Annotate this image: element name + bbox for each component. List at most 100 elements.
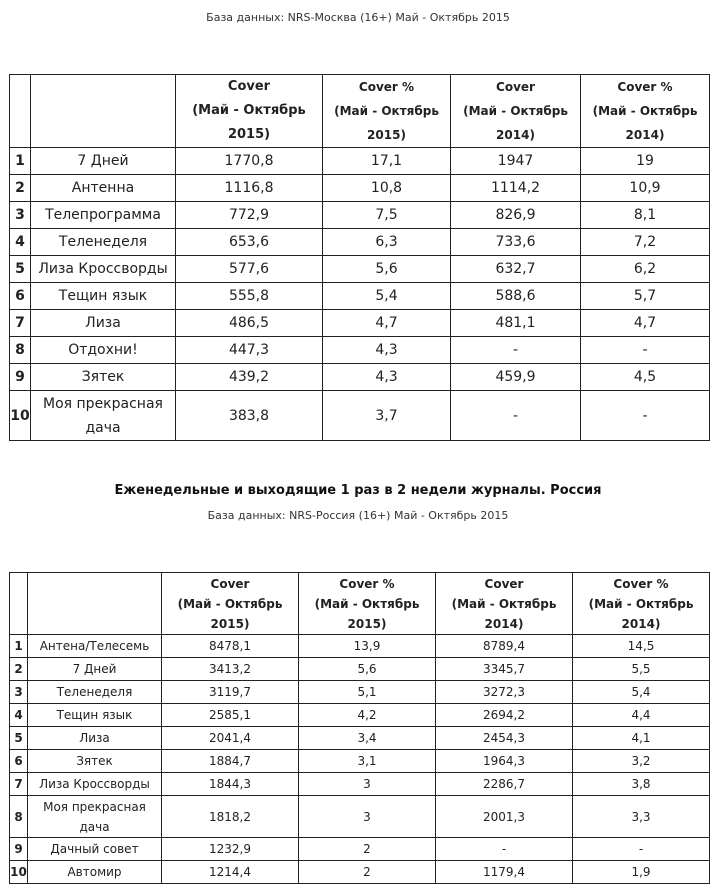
table-row: 9 Зятек 439,2 4,3 459,9 4,5 xyxy=(9,363,710,391)
value-cell: 8,1 xyxy=(580,201,710,229)
column-header xyxy=(30,74,176,148)
value-cell: 3 xyxy=(298,795,436,838)
table-row: 6 Тещин язык 555,8 5,4 588,6 5,7 xyxy=(9,282,710,310)
magazine-name-cell: Тещин язык xyxy=(27,703,162,727)
value-cell: 2 xyxy=(298,860,436,884)
value-cell: 4,2 xyxy=(298,703,436,727)
magazine-name-cell: 7 Дней xyxy=(30,147,176,175)
rank-cell: 10 xyxy=(9,860,28,884)
rank-cell: 1 xyxy=(9,634,28,658)
value-cell: - xyxy=(435,837,573,861)
value-cell: - xyxy=(580,390,710,441)
column-header xyxy=(27,572,162,635)
value-cell: 8789,4 xyxy=(435,634,573,658)
value-cell: 6,3 xyxy=(322,228,451,256)
table-row: 7 Лиза Кроссворды 1844,3 3 2286,7 3,8 xyxy=(9,772,710,796)
rank-cell: 5 xyxy=(9,255,31,283)
rank-cell: 6 xyxy=(9,749,28,773)
value-cell: 2001,3 xyxy=(435,795,573,838)
rank-cell: 2 xyxy=(9,657,28,681)
value-cell: 3119,7 xyxy=(161,680,299,704)
value-cell: 3,1 xyxy=(298,749,436,773)
value-cell: 653,6 xyxy=(175,228,323,256)
value-cell: 2 xyxy=(298,837,436,861)
value-cell: 3 xyxy=(298,772,436,796)
rank-cell: 3 xyxy=(9,680,28,704)
value-cell: 4,7 xyxy=(322,309,451,337)
value-cell: 7,5 xyxy=(322,201,451,229)
column-header: Cover % (Май - Октябрь 2014) xyxy=(572,572,710,635)
magazine-name-cell: Тещин язык xyxy=(30,282,176,310)
value-cell: 3413,2 xyxy=(161,657,299,681)
magazine-name-cell: Лиза Кроссворды xyxy=(30,255,176,283)
value-cell: 13,9 xyxy=(298,634,436,658)
magazine-name-cell: Антенна xyxy=(30,174,176,202)
value-cell: 733,6 xyxy=(450,228,581,256)
value-cell: 1116,8 xyxy=(175,174,323,202)
value-cell: 10,8 xyxy=(322,174,451,202)
value-cell: 1818,2 xyxy=(161,795,299,838)
rank-cell: 1 xyxy=(9,147,31,175)
magazine-name-cell: Зятек xyxy=(30,363,176,391)
value-cell: 459,9 xyxy=(450,363,581,391)
value-cell: 3,4 xyxy=(298,726,436,750)
value-cell: 1947 xyxy=(450,147,581,175)
rank-cell: 3 xyxy=(9,201,31,229)
table-row: 2 Антенна 1116,8 10,8 1114,2 10,9 xyxy=(9,174,710,202)
value-cell: 4,5 xyxy=(580,363,710,391)
rank-cell: 8 xyxy=(9,336,31,364)
value-cell: 1179,4 xyxy=(435,860,573,884)
magazine-name-cell: Лиза xyxy=(30,309,176,337)
value-cell: 8478,1 xyxy=(161,634,299,658)
rank-cell: 6 xyxy=(9,282,31,310)
table-row: 6 Зятек 1884,7 3,1 1964,3 3,2 xyxy=(9,749,710,773)
value-cell: 5,1 xyxy=(298,680,436,704)
value-cell: 3,8 xyxy=(572,772,710,796)
magazine-name-cell: Моя прекрасная дача xyxy=(27,795,162,838)
table-row: 3 Телепрограмма 772,9 7,5 826,9 8,1 xyxy=(9,201,710,229)
table-row: 9 Дачный совет 1232,9 2- - xyxy=(9,837,710,861)
magazine-name-cell: Антена/Телесемь xyxy=(27,634,162,658)
value-cell: 3345,7 xyxy=(435,657,573,681)
table-row: 4 Тещин язык 2585,1 4,2 2694,2 4,4 xyxy=(9,703,710,727)
column-header: Cover (Май - Октябрь 2014) xyxy=(450,74,581,148)
value-cell: 5,5 xyxy=(572,657,710,681)
value-cell: 577,6 xyxy=(175,255,323,283)
rank-cell: 2 xyxy=(9,174,31,202)
value-cell: 5,4 xyxy=(572,680,710,704)
moscow-magazines-table: Cover (Май - Октябрь 2015) Cover % (Май -… xyxy=(9,74,710,441)
magazine-name-cell: Телепрограмма xyxy=(30,201,176,229)
table-row: 7 Лиза 486,5 4,7 481,1 4,7 xyxy=(9,309,710,337)
rank-cell: 4 xyxy=(9,703,28,727)
table-row: 5 Лиза Кроссворды 577,6 5,6 632,7 6,2 xyxy=(9,255,710,283)
value-cell: 1884,7 xyxy=(161,749,299,773)
column-header: Cover % (Май - Октябрь 2015) xyxy=(298,572,436,635)
value-cell: 4,7 xyxy=(580,309,710,337)
value-cell: 447,3 xyxy=(175,336,323,364)
value-cell: 10,9 xyxy=(580,174,710,202)
value-cell: 4,4 xyxy=(572,703,710,727)
value-cell: 486,5 xyxy=(175,309,323,337)
table-header-row: Cover (Май - Октябрь 2015) Cover % (Май -… xyxy=(9,572,710,635)
russia-magazines-table: Cover (Май - Октябрь 2015) Cover % (Май -… xyxy=(9,572,710,884)
table-row: 4 Теленеделя 653,6 6,3 733,6 7,2 xyxy=(9,228,710,256)
table-row: 8 Моя прекрасная дача 1818,2 3 2001,3 3,3 xyxy=(9,795,710,838)
value-cell: 14,5 xyxy=(572,634,710,658)
value-cell: 826,9 xyxy=(450,201,581,229)
rank-cell: 7 xyxy=(9,309,31,337)
magazine-name-cell: Зятек xyxy=(27,749,162,773)
table-row: 3 Теленеделя 3119,7 5,1 3272,3 5,4 xyxy=(9,680,710,704)
value-cell: 383,8 xyxy=(175,390,323,441)
value-cell: 3,7 xyxy=(322,390,451,441)
magazine-name-cell: Теленеделя xyxy=(27,680,162,704)
rank-cell: 9 xyxy=(9,363,31,391)
value-cell: 19 xyxy=(580,147,710,175)
table-header-row: Cover (Май - Октябрь 2015) Cover % (Май -… xyxy=(9,74,710,148)
value-cell: 1770,8 xyxy=(175,147,323,175)
value-cell: 7,2 xyxy=(580,228,710,256)
rank-cell: 5 xyxy=(9,726,28,750)
rank-cell: 9 xyxy=(9,837,28,861)
section2-database-line: База данных: NRS-Россия (16+) Май - Октя… xyxy=(207,509,509,522)
value-cell: 5,6 xyxy=(322,255,451,283)
